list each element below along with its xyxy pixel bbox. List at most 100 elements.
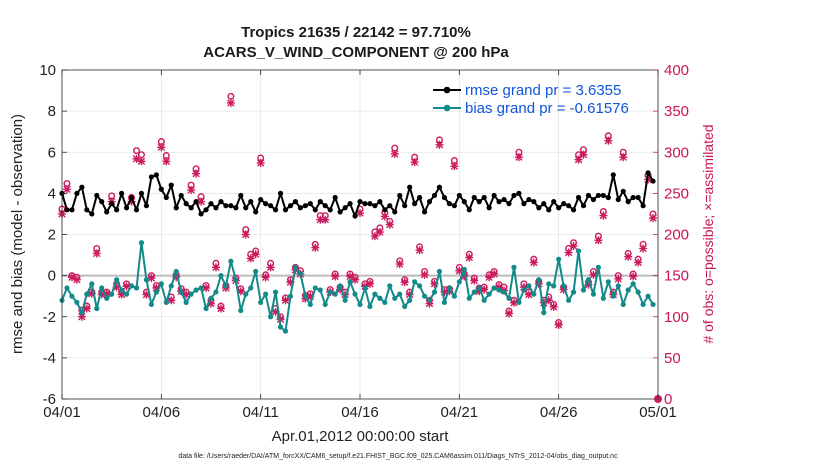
rmse-point bbox=[466, 207, 472, 213]
bias-point bbox=[536, 277, 542, 283]
bias-point bbox=[173, 268, 179, 275]
rmse-point bbox=[362, 201, 368, 207]
rmse-point bbox=[94, 192, 100, 199]
rmse-point bbox=[233, 205, 239, 211]
y2-tick-label-8: 400 bbox=[664, 62, 689, 79]
rmse-point bbox=[128, 194, 135, 201]
legend-bias-marker bbox=[443, 104, 451, 112]
rmse-point bbox=[263, 201, 269, 207]
rmse-point bbox=[556, 205, 562, 211]
y2-tick-label-2: 100 bbox=[664, 309, 689, 326]
bias-point bbox=[561, 283, 567, 289]
y2-tick-label-5: 250 bbox=[664, 185, 689, 202]
rmse-point bbox=[367, 201, 373, 207]
bias-point bbox=[347, 279, 353, 285]
assimilated-marker bbox=[599, 211, 608, 220]
bias-point bbox=[89, 281, 95, 287]
rmse-point bbox=[521, 201, 527, 207]
bias-point bbox=[223, 283, 229, 289]
assimilated-marker bbox=[549, 302, 558, 311]
bias-point bbox=[332, 291, 338, 297]
bias-point bbox=[352, 291, 358, 297]
bias-point bbox=[312, 285, 318, 291]
rmse-point bbox=[501, 196, 507, 203]
rmse-point bbox=[287, 203, 294, 209]
rmse-point bbox=[138, 190, 145, 196]
assimilated-marker bbox=[331, 272, 340, 281]
bias-point bbox=[566, 297, 572, 303]
rmse-point bbox=[69, 207, 75, 213]
rmse-point bbox=[595, 192, 602, 199]
bias-point bbox=[218, 273, 224, 279]
bias-point bbox=[625, 287, 631, 293]
bias-point bbox=[441, 299, 448, 305]
assimilated-marker bbox=[624, 252, 633, 261]
rmse-point bbox=[282, 207, 289, 213]
bias-point bbox=[342, 297, 348, 303]
bias-point bbox=[595, 264, 602, 270]
bias-point bbox=[287, 293, 294, 299]
bias-point bbox=[128, 283, 135, 289]
bias-point bbox=[243, 291, 249, 297]
assimilated-marker bbox=[450, 162, 459, 171]
rmse-point bbox=[650, 178, 656, 184]
rmse-point bbox=[119, 190, 125, 196]
bias-point bbox=[471, 289, 477, 295]
assimilated-marker bbox=[157, 143, 166, 152]
legend: rmse grand pr = 3.6355 bias grand pr = -… bbox=[433, 82, 629, 117]
bias-point bbox=[521, 287, 527, 293]
assimilated-marker bbox=[356, 209, 364, 218]
bias-point bbox=[511, 264, 517, 270]
assimilated-marker bbox=[321, 215, 330, 224]
assimilated-marker bbox=[216, 304, 225, 313]
bias-point bbox=[645, 293, 651, 299]
assimilated-marker bbox=[490, 269, 499, 278]
rmse-point bbox=[412, 201, 418, 207]
bias-point bbox=[476, 285, 482, 291]
rmse-point bbox=[213, 205, 219, 211]
possible-marker bbox=[132, 147, 140, 155]
x-axis-label: Apr.01,2012 00:00:00 start bbox=[272, 428, 450, 445]
bias-point bbox=[580, 287, 587, 293]
chart-title: Tropics 21635 / 22142 = 97.710% bbox=[241, 24, 471, 41]
rmse-point bbox=[585, 192, 592, 199]
rmse-point bbox=[243, 205, 249, 211]
rmse-point bbox=[193, 199, 199, 205]
bias-point bbox=[238, 307, 244, 314]
bias-point bbox=[357, 301, 363, 308]
y2-tick-label-3: 150 bbox=[664, 268, 689, 285]
bias-point bbox=[585, 277, 592, 283]
rmse-point bbox=[104, 209, 110, 215]
rmse-point bbox=[417, 194, 423, 201]
assimilated-marker bbox=[614, 274, 623, 283]
assimilated-marker bbox=[554, 320, 563, 329]
bias-point bbox=[158, 281, 164, 287]
bias-point bbox=[426, 297, 433, 303]
bias-point bbox=[193, 287, 199, 293]
assimilated-marker bbox=[365, 279, 374, 288]
assimilated-marker bbox=[594, 236, 603, 245]
assimilated-marker bbox=[395, 260, 404, 269]
bias-point bbox=[277, 324, 284, 330]
bias-point bbox=[605, 279, 611, 285]
bias-point bbox=[372, 291, 378, 297]
bias-point bbox=[233, 277, 239, 283]
bias-point bbox=[546, 281, 552, 287]
bias-point bbox=[183, 299, 189, 305]
bias-point bbox=[541, 310, 547, 316]
bias-point bbox=[123, 291, 130, 297]
bias-point bbox=[556, 256, 562, 262]
rmse-point bbox=[387, 203, 393, 209]
rmse-point bbox=[347, 201, 353, 207]
bias-point bbox=[297, 270, 303, 277]
rmse-point bbox=[248, 199, 254, 205]
x-tick-label-1: 04/06 bbox=[143, 404, 181, 421]
bias-point bbox=[302, 293, 308, 299]
rmse-point bbox=[590, 196, 597, 203]
bias-point bbox=[392, 295, 398, 301]
y2-axis: 0 50 100 150 200 250 300 350 400 bbox=[653, 62, 689, 408]
rmse-point bbox=[188, 205, 194, 211]
bias-point bbox=[133, 285, 140, 291]
y2-axis-label: # of obs: o=possible; ×=assimilated bbox=[700, 124, 716, 343]
assimilated-marker bbox=[62, 185, 71, 194]
